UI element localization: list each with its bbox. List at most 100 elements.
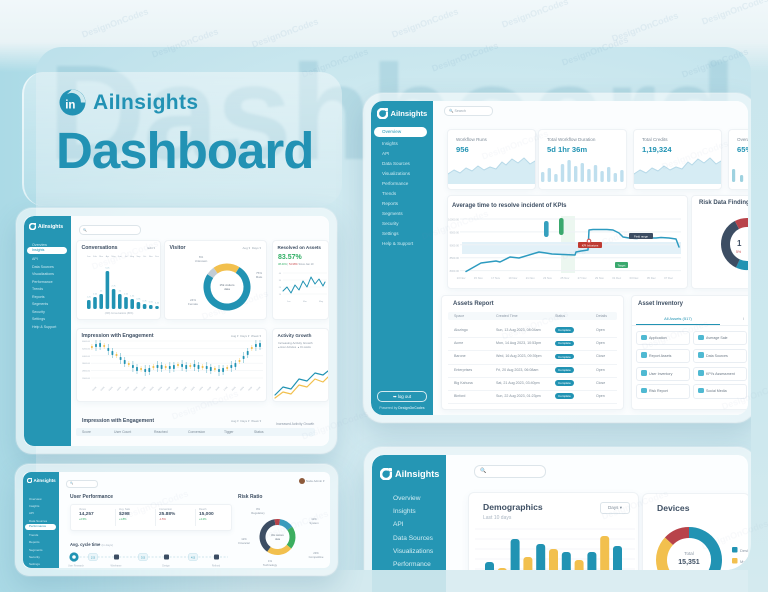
svg-text:4.5: 4.5 bbox=[191, 555, 196, 559]
svg-text:10/08: 10/08 bbox=[166, 386, 172, 392]
svg-text:18/08: 18/08 bbox=[232, 386, 238, 392]
svg-text:Design: Design bbox=[162, 565, 170, 568]
svg-text:1.6k: 1.6k bbox=[124, 294, 129, 296]
svg-text:May: May bbox=[319, 301, 324, 303]
svg-text:07 Dec: 07 Dec bbox=[664, 276, 673, 280]
svg-text:12%: 12% bbox=[241, 537, 247, 541]
svg-text:(348) Conversations (89%): (348) Conversations (89%) bbox=[105, 312, 134, 315]
svg-text:0%: 0% bbox=[256, 507, 261, 511]
svg-text:08/08: 08/08 bbox=[150, 386, 156, 392]
svg-text:04/08: 04/08 bbox=[117, 386, 123, 392]
svg-text:Female: Female bbox=[188, 302, 198, 306]
svg-text:20/08: 20/08 bbox=[248, 386, 254, 392]
svg-text:8500.00: 8500.00 bbox=[450, 256, 460, 260]
svg-text:KPI Infusions: KPI Infusions bbox=[582, 243, 599, 247]
svg-text:Wireframe: Wireframe bbox=[110, 565, 122, 568]
svg-text:02/08: 02/08 bbox=[100, 386, 106, 392]
svg-text:Mar: Mar bbox=[303, 300, 307, 303]
svg-text:27 Nov: 27 Nov bbox=[578, 276, 587, 280]
svg-text:1%: 1% bbox=[268, 559, 273, 563]
svg-text:3.5: 3.5 bbox=[141, 555, 146, 559]
svg-text:29 Nov: 29 Nov bbox=[595, 276, 604, 280]
svg-text:1.6k: 1.6k bbox=[93, 294, 98, 296]
svg-text:Desktop: Desktop bbox=[740, 548, 748, 553]
svg-text:12/08: 12/08 bbox=[182, 386, 188, 392]
svg-text:2.5: 2.5 bbox=[91, 555, 96, 559]
svg-text:15,351: 15,351 bbox=[678, 559, 700, 566]
svg-text:Male: Male bbox=[256, 275, 263, 279]
svg-text:Regulatory: Regulatory bbox=[251, 511, 265, 515]
svg-text:0.4k: 0.4k bbox=[155, 303, 159, 305]
svg-text:Apr: Apr bbox=[106, 255, 110, 258]
svg-text:6000.00: 6000.00 bbox=[82, 341, 91, 343]
svg-text:05/08: 05/08 bbox=[125, 386, 131, 392]
svg-text:03 Dec: 03 Dec bbox=[630, 276, 639, 280]
svg-text:Jul: Jul bbox=[125, 256, 128, 258]
svg-text:21 Nov: 21 Nov bbox=[526, 276, 535, 280]
svg-text:03/08: 03/08 bbox=[109, 386, 115, 392]
svg-text:5.2k: 5.2k bbox=[105, 268, 110, 270]
svg-text:Field range: Field range bbox=[634, 234, 648, 238]
svg-text:in: in bbox=[65, 100, 75, 112]
svg-text:User Research: User Research bbox=[68, 565, 85, 568]
svg-text:01/08: 01/08 bbox=[92, 386, 98, 392]
svg-text:Nov: Nov bbox=[149, 256, 154, 258]
svg-text:09/08: 09/08 bbox=[158, 386, 164, 392]
svg-text:Jan: Jan bbox=[287, 301, 291, 303]
svg-text:6%: 6% bbox=[199, 255, 204, 259]
svg-text:2.7k: 2.7k bbox=[112, 286, 117, 288]
svg-text:Dec: Dec bbox=[155, 256, 159, 258]
svg-text:4400.00: 4400.00 bbox=[82, 356, 91, 358]
svg-text:19/08: 19/08 bbox=[240, 386, 246, 392]
svg-text:Sep: Sep bbox=[136, 256, 141, 258]
svg-text:Technology: Technology bbox=[263, 563, 278, 567]
svg-text:9000.00: 9000.00 bbox=[450, 243, 460, 247]
svg-text:13 Nov: 13 Nov bbox=[457, 276, 466, 280]
svg-text:2800.00: 2800.00 bbox=[82, 371, 91, 373]
svg-text:Jun: Jun bbox=[118, 256, 122, 258]
svg-text:Mar: Mar bbox=[99, 255, 103, 258]
svg-text:Aug: Aug bbox=[130, 255, 135, 258]
svg-text:0.7k: 0.7k bbox=[143, 301, 148, 303]
svg-text:21/08: 21/08 bbox=[256, 386, 262, 392]
svg-text:23 Nov: 23 Nov bbox=[543, 276, 552, 280]
svg-text:Feb: Feb bbox=[93, 256, 98, 258]
svg-text:25 Nov: 25 Nov bbox=[560, 276, 569, 280]
svg-text:2000.00: 2000.00 bbox=[82, 378, 91, 380]
svg-text:10: 10 bbox=[279, 294, 282, 296]
svg-text:May: May bbox=[112, 256, 117, 258]
svg-text:0.5k: 0.5k bbox=[149, 302, 154, 304]
svg-text:Mobile: Mobile bbox=[740, 559, 748, 564]
svg-text:23%: 23% bbox=[313, 551, 319, 555]
svg-text:1.3k: 1.3k bbox=[130, 296, 135, 298]
svg-text:17 Nov: 17 Nov bbox=[491, 276, 500, 280]
svg-text:Target: Target bbox=[618, 263, 626, 267]
svg-text:8000.00: 8000.00 bbox=[450, 269, 460, 273]
svg-text:Oct: Oct bbox=[143, 255, 147, 258]
svg-text:15/08: 15/08 bbox=[207, 386, 213, 392]
svg-text:2k: 2k bbox=[119, 291, 122, 293]
svg-text:0.9k: 0.9k bbox=[136, 299, 141, 301]
svg-text:Unknown: Unknown bbox=[195, 259, 208, 263]
svg-text:9500.00: 9500.00 bbox=[450, 230, 460, 234]
svg-text:data: data bbox=[224, 287, 230, 291]
svg-text:12%: 12% bbox=[311, 517, 317, 521]
svg-text:5200.00: 5200.00 bbox=[82, 348, 91, 350]
svg-text:3600.00: 3600.00 bbox=[82, 363, 91, 365]
svg-text:05 Dec: 05 Dec bbox=[647, 276, 656, 280]
svg-text:Competitive: Competitive bbox=[309, 555, 324, 559]
svg-text:14/08: 14/08 bbox=[199, 386, 205, 392]
svg-text:24%: 24% bbox=[190, 298, 196, 302]
svg-text:11/08: 11/08 bbox=[174, 386, 179, 391]
svg-text:75%: 75% bbox=[256, 271, 262, 275]
svg-text:Financial: Financial bbox=[238, 541, 250, 545]
svg-text:16/08: 16/08 bbox=[215, 386, 221, 392]
svg-text:10000.00: 10000.00 bbox=[448, 218, 459, 222]
svg-text:20: 20 bbox=[279, 287, 282, 289]
svg-text:17/08: 17/08 bbox=[223, 386, 229, 392]
svg-text:Total: Total bbox=[684, 551, 694, 556]
svg-text:1.2k: 1.2k bbox=[87, 297, 92, 299]
svg-text:01 Dec: 01 Dec bbox=[612, 276, 621, 280]
svg-text:15 Nov: 15 Nov bbox=[474, 276, 483, 280]
svg-text:We restore: We restore bbox=[271, 533, 284, 537]
